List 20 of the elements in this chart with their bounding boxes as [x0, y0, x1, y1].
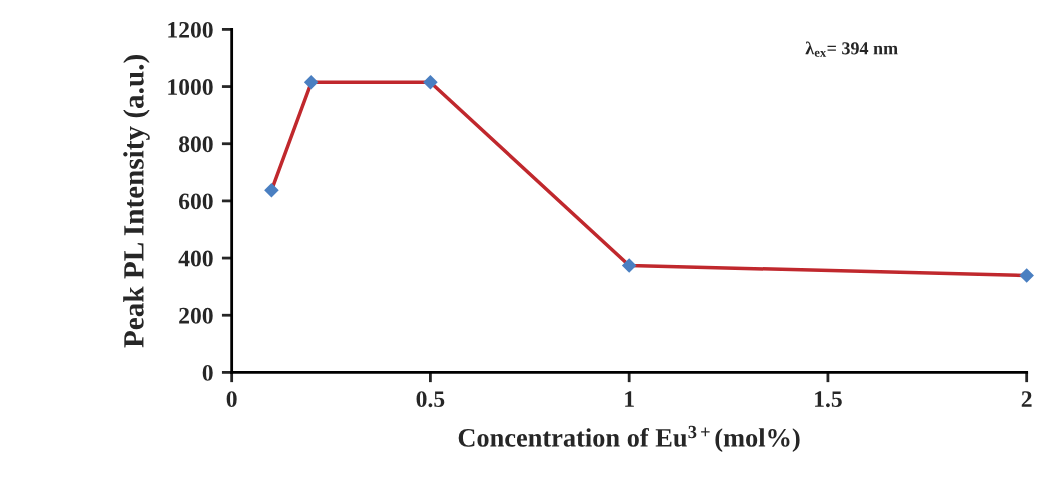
x-tick-label: 1.5 — [815, 391, 842, 408]
y-axis-title: Peak PL Intensity (a.u.) — [123, 55, 150, 348]
y-tick-label: 0 — [202, 364, 213, 381]
y-tick-label: 200 — [179, 307, 213, 324]
x-tick-label: 0 — [226, 391, 237, 408]
y-tick-label: 800 — [178, 136, 213, 153]
point — [303, 75, 319, 90]
y-tick-label: 600 — [179, 193, 213, 210]
point — [423, 75, 438, 90]
x-tick-label: 0.5 — [416, 391, 445, 408]
y-tick-label: 400 — [178, 250, 213, 267]
y-tick-label: 1000 — [168, 79, 213, 95]
y-tick-label: 1200 — [168, 21, 213, 38]
x-axis-title: Concentration of Eu$^{3+}$(mol%) — [458, 425, 800, 453]
point — [264, 183, 279, 198]
x-tick-label: 1 — [625, 391, 634, 407]
point — [1019, 268, 1034, 283]
annotation: λ$_{ex}$= 394 nm — [805, 41, 898, 57]
x-tick-label: 2 — [1021, 391, 1032, 407]
point — [621, 258, 637, 273]
